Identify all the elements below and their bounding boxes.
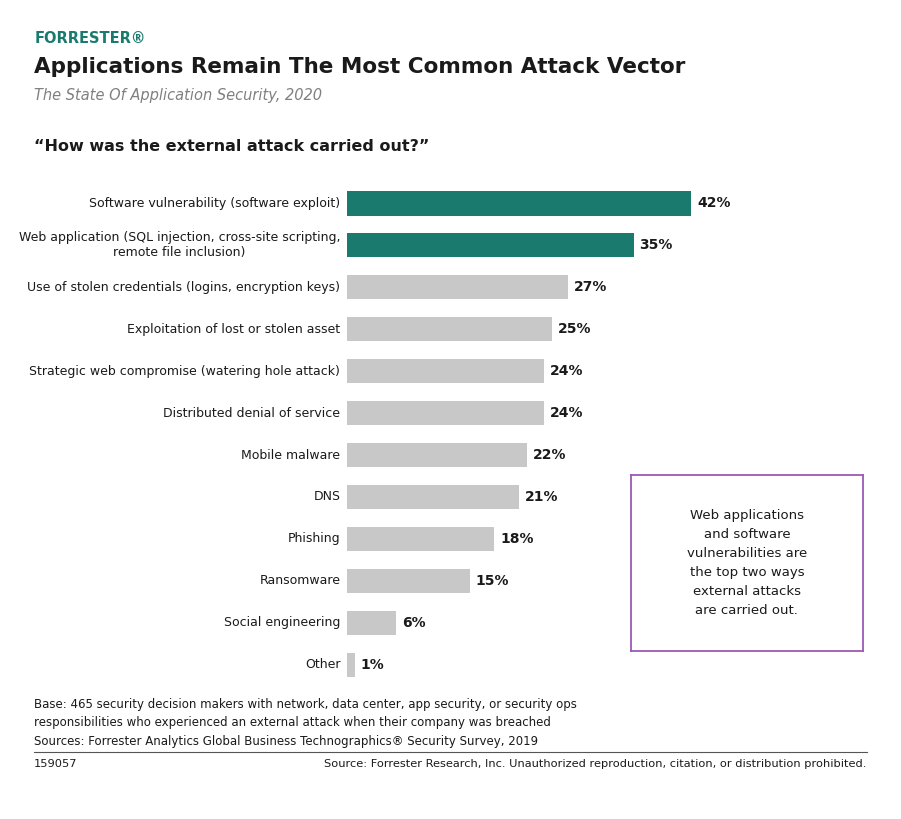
Bar bbox=[347, 275, 569, 300]
Text: 25%: 25% bbox=[558, 322, 591, 336]
Bar bbox=[347, 485, 519, 509]
Bar bbox=[347, 653, 355, 677]
Text: The State Of Application Security, 2020: The State Of Application Security, 2020 bbox=[34, 88, 323, 102]
Bar bbox=[347, 191, 691, 215]
Text: 42%: 42% bbox=[697, 197, 731, 210]
Text: Distributed denial of service: Distributed denial of service bbox=[163, 406, 341, 419]
Text: Ransomware: Ransomware bbox=[259, 574, 341, 587]
Text: 35%: 35% bbox=[640, 238, 673, 252]
Text: Social engineering: Social engineering bbox=[224, 617, 341, 629]
Text: 24%: 24% bbox=[550, 364, 583, 378]
Text: Source: Forrester Research, Inc. Unauthorized reproduction, citation, or distrib: Source: Forrester Research, Inc. Unautho… bbox=[324, 759, 867, 769]
Text: Use of stolen credentials (logins, encryption keys): Use of stolen credentials (logins, encry… bbox=[27, 281, 341, 294]
Text: Mobile malware: Mobile malware bbox=[241, 449, 341, 462]
Text: Exploitation of lost or stolen asset: Exploitation of lost or stolen asset bbox=[127, 323, 341, 336]
Text: Applications Remain The Most Common Attack Vector: Applications Remain The Most Common Atta… bbox=[34, 57, 686, 77]
Text: 6%: 6% bbox=[402, 616, 425, 630]
Bar bbox=[347, 401, 543, 425]
Text: 1%: 1% bbox=[360, 658, 385, 672]
Bar bbox=[347, 233, 634, 257]
Text: “How was the external attack carried out?”: “How was the external attack carried out… bbox=[34, 139, 430, 154]
Text: Strategic web compromise (watering hole attack): Strategic web compromise (watering hole … bbox=[30, 364, 341, 378]
Bar bbox=[347, 443, 527, 467]
Text: 27%: 27% bbox=[574, 280, 607, 294]
Text: Web application (SQL injection, cross-site scripting,
remote file inclusion): Web application (SQL injection, cross-si… bbox=[19, 231, 341, 260]
Text: 15%: 15% bbox=[476, 574, 509, 588]
Text: Base: 465 security decision makers with network, data center, app security, or s: Base: 465 security decision makers with … bbox=[34, 698, 578, 748]
Text: 21%: 21% bbox=[524, 490, 559, 504]
Text: DNS: DNS bbox=[314, 491, 341, 504]
Bar bbox=[347, 317, 551, 342]
Text: Web applications
and software
vulnerabilities are
the top two ways
external atta: Web applications and software vulnerabil… bbox=[687, 509, 807, 617]
Bar bbox=[347, 359, 543, 383]
Bar bbox=[347, 568, 470, 593]
Text: 22%: 22% bbox=[533, 448, 567, 462]
Text: Software vulnerability (software exploit): Software vulnerability (software exploit… bbox=[89, 197, 341, 210]
Text: Phishing: Phishing bbox=[287, 532, 341, 545]
Bar bbox=[347, 611, 396, 635]
Text: 159057: 159057 bbox=[34, 759, 77, 769]
Bar bbox=[347, 527, 495, 551]
Text: 18%: 18% bbox=[500, 532, 533, 546]
Text: 24%: 24% bbox=[550, 406, 583, 420]
Text: Other: Other bbox=[305, 658, 341, 672]
Text: FORRESTER®: FORRESTER® bbox=[34, 31, 146, 46]
